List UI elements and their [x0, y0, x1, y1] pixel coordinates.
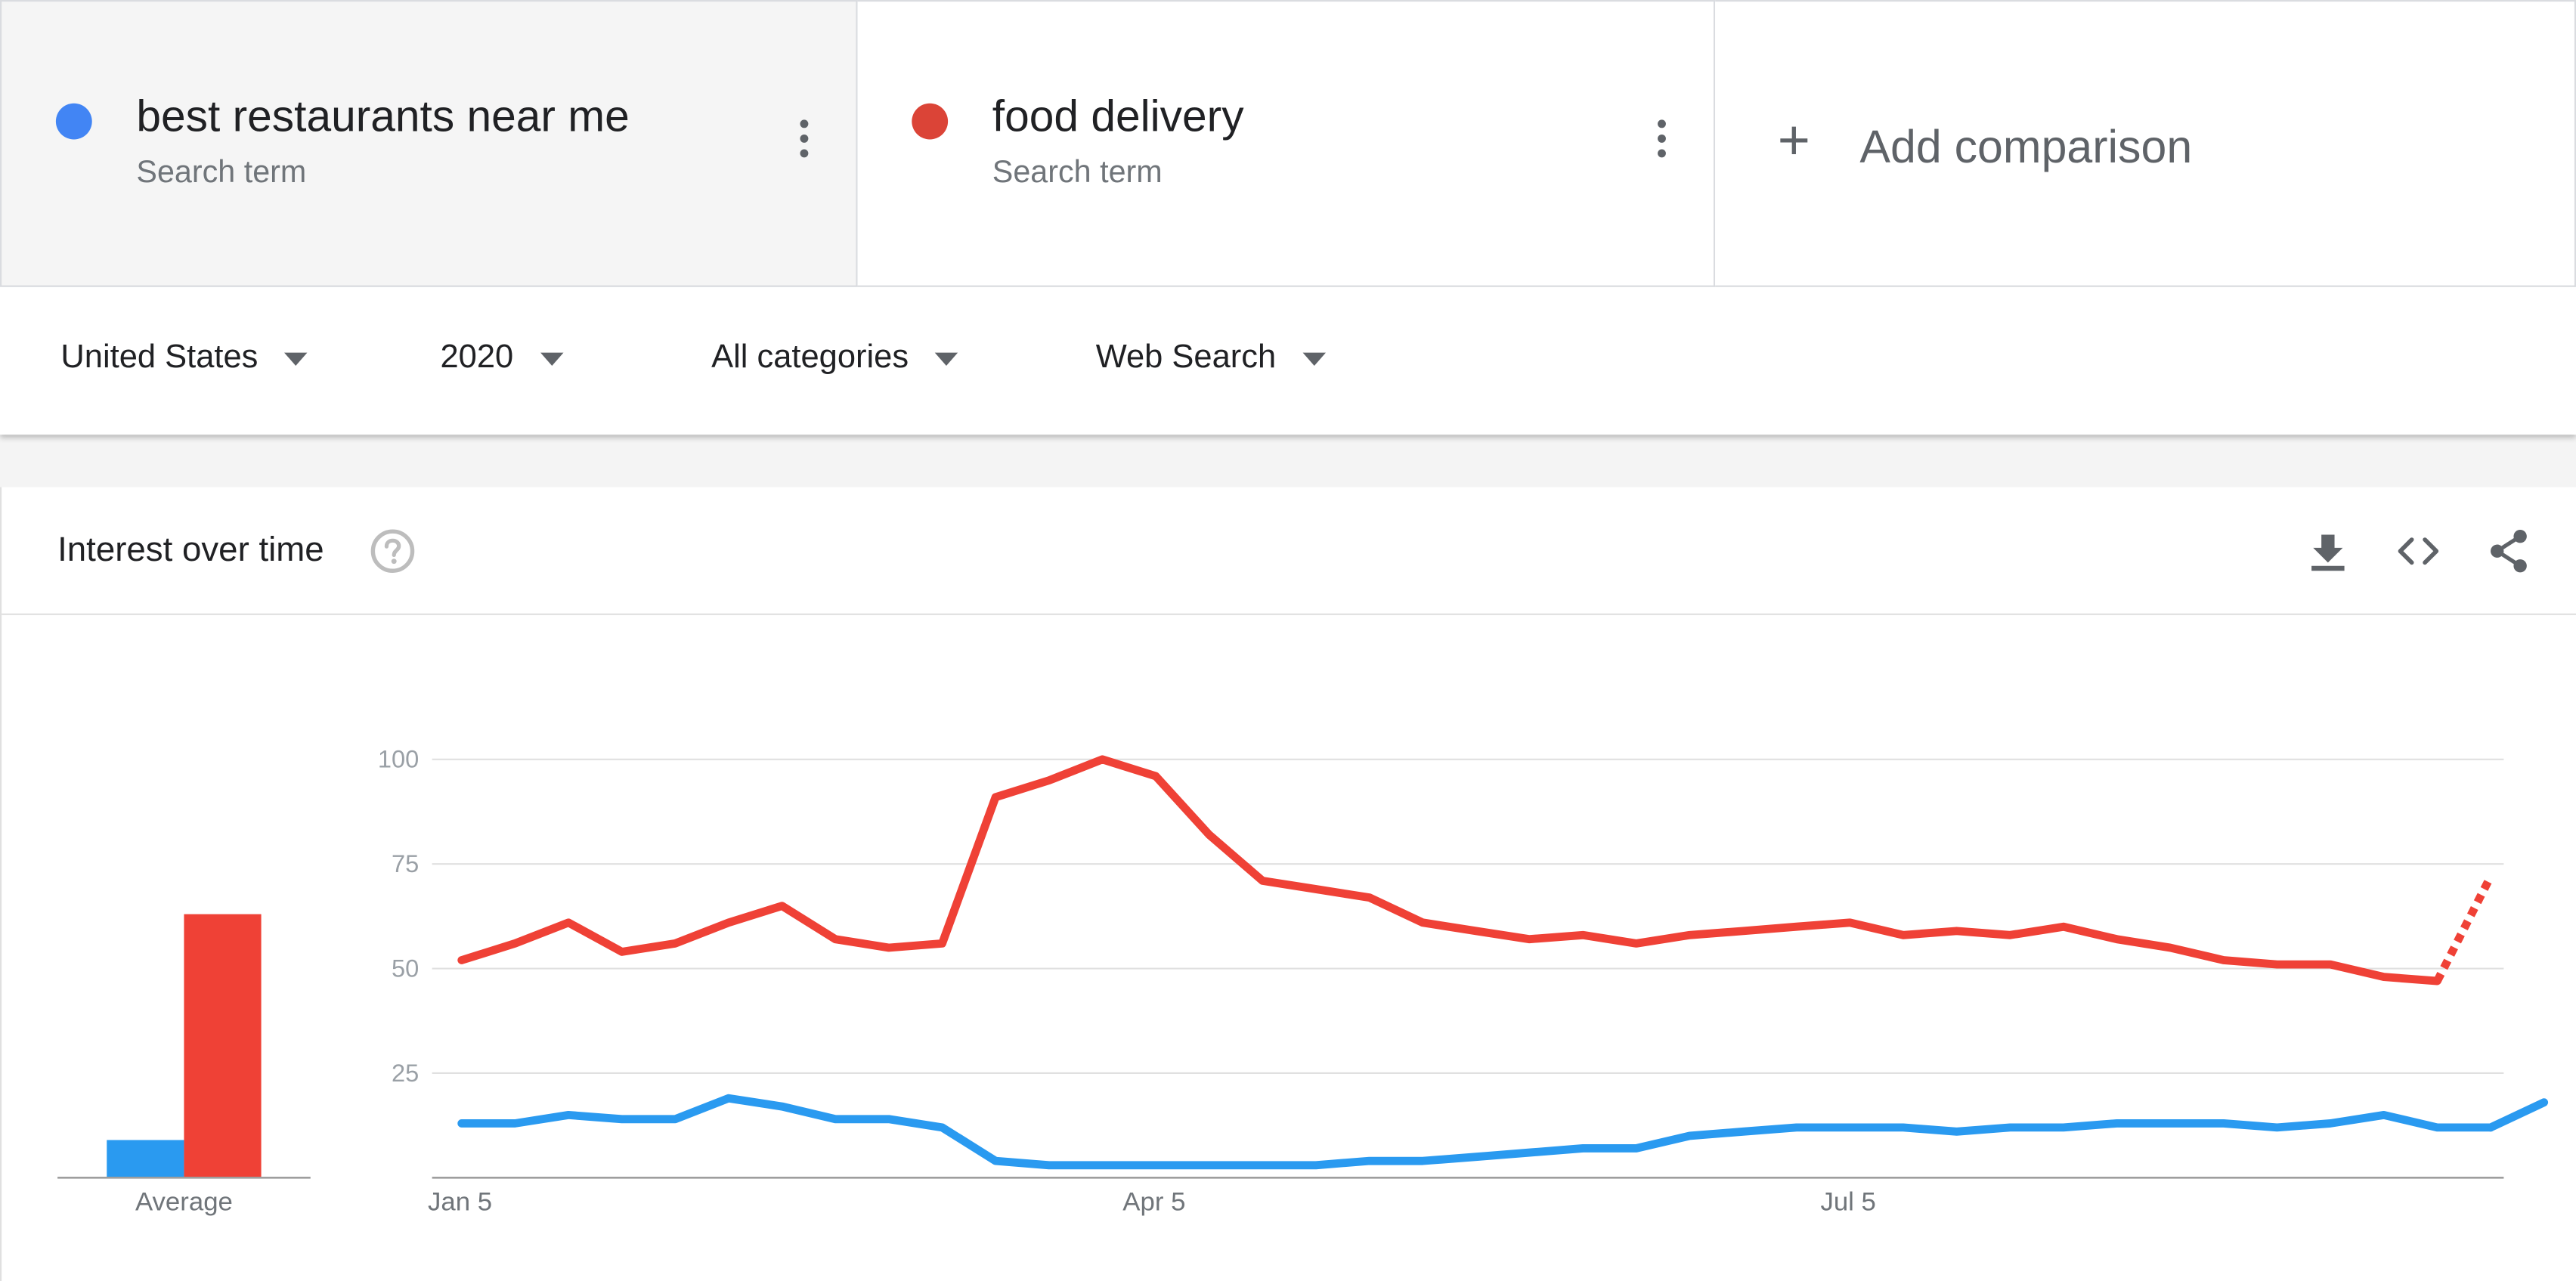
period-dropdown[interactable]: 2020	[440, 339, 563, 377]
dropdown-arrow-icon	[539, 351, 563, 365]
series-line-1	[457, 1094, 2495, 1170]
series-partial-segment-1	[2486, 1098, 2549, 1132]
term-1-color-dot	[55, 103, 92, 140]
term-card-1[interactable]: best restaurants near me Search term	[0, 0, 858, 287]
category-dropdown[interactable]: All categories	[711, 339, 958, 377]
more-vert-icon[interactable]	[1658, 119, 1667, 162]
card-header: Interest over time	[2, 487, 2576, 615]
interest-over-time-card: Interest over time	[0, 487, 2576, 1281]
embed-code-icon[interactable]	[2394, 527, 2443, 576]
search-type-value: Web Search	[1095, 339, 1277, 376]
add-comparison-label: Add comparison	[1859, 121, 2193, 172]
card-title: Interest over time	[57, 531, 324, 570]
term-1-type: Search term	[136, 156, 307, 190]
term-card-2[interactable]: food delivery Search term	[857, 0, 1716, 287]
chart-lines	[457, 755, 2549, 1170]
filter-bar: United States 2020 All categories Web Se…	[0, 286, 2576, 435]
share-icon[interactable]	[2484, 527, 2533, 576]
interest-chart: Average 25 50 75 100 Jan 5 Apr 5 Jul 5	[57, 746, 2549, 1217]
plus-icon: +	[1777, 110, 1810, 172]
average-bar-2	[184, 914, 262, 1178]
more-vert-icon[interactable]	[800, 119, 810, 162]
dropdown-arrow-icon	[284, 351, 308, 365]
dropdown-arrow-icon	[1302, 351, 1326, 365]
region-value: United States	[60, 339, 259, 376]
average-label: Average	[135, 1188, 233, 1217]
series-partial-segment-2	[2433, 874, 2494, 983]
term-2-label: food delivery	[992, 91, 1244, 141]
average-bar-1	[107, 1140, 184, 1178]
y-tick-label: 25	[392, 1060, 419, 1087]
download-icon[interactable]	[2303, 527, 2352, 576]
compare-bar: best restaurants near me Search term foo…	[0, 0, 2576, 287]
x-tick-label: Jul 5	[1820, 1188, 1875, 1217]
add-comparison-button[interactable]: + Add comparison	[1715, 0, 2576, 287]
category-value: All categories	[711, 339, 909, 376]
chart-gridlines: 25 50 75 100 Jan 5 Apr 5 Jul 5	[378, 746, 2504, 1217]
help-circle-icon[interactable]	[368, 527, 417, 576]
x-tick-label: Jan 5	[428, 1188, 492, 1217]
search-type-dropdown[interactable]: Web Search	[1096, 339, 1326, 377]
x-tick-label: Apr 5	[1122, 1188, 1185, 1217]
period-value: 2020	[440, 339, 514, 376]
term-1-label: best restaurants near me	[136, 91, 630, 141]
term-2-color-dot	[912, 103, 949, 140]
series-line-2	[457, 755, 2441, 986]
average-bars: Average	[57, 914, 311, 1217]
region-dropdown[interactable]: United States	[60, 339, 308, 377]
y-tick-label: 75	[392, 850, 419, 877]
y-tick-label: 100	[378, 746, 419, 773]
y-tick-label: 50	[392, 955, 419, 982]
term-2-type: Search term	[992, 156, 1163, 190]
dropdown-arrow-icon	[934, 351, 958, 365]
